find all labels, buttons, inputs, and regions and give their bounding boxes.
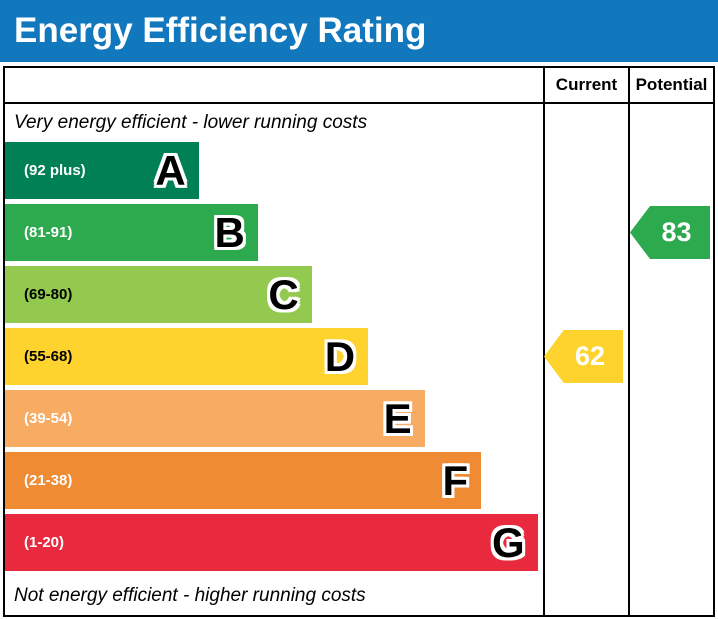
band-range-e: (39-54) (24, 410, 73, 427)
band-letter-d: D (324, 332, 356, 380)
band-letter-a: A (155, 146, 186, 194)
band-letter-f: F (442, 456, 469, 504)
band-bar-g: (1-20) G (5, 514, 538, 571)
band-letter-e: E (383, 394, 412, 442)
band-range-d: (55-68) (24, 348, 73, 365)
band-bar-c: (69-80) C (5, 266, 312, 323)
chart-header-row: Current Potential (5, 68, 713, 104)
band-slot-c: (69-80) C (5, 266, 543, 328)
band-bar-e: (39-54) E (5, 390, 425, 447)
current-rating-arrow: 62 (544, 330, 623, 383)
chart-body: Very energy efficient - lower running co… (5, 104, 713, 615)
band-bar-a: (92 plus) A (5, 142, 199, 199)
page-title: Energy Efficiency Rating (14, 11, 427, 50)
potential-rating-value: 83 (661, 217, 692, 247)
header-spacer (5, 68, 543, 102)
potential-column-header: Potential (628, 68, 713, 102)
band-letter-g: G (491, 518, 525, 566)
band-bar-f: (21-38) F (5, 452, 482, 509)
band-range-f: (21-38) (24, 472, 73, 489)
band-range-c: (69-80) (24, 286, 73, 303)
bottom-note: Not energy efficient - higher running co… (14, 584, 366, 606)
current-column (543, 104, 628, 615)
bands-area: Very energy efficient - lower running co… (5, 104, 543, 615)
potential-column (628, 104, 713, 615)
band-slot-d: (55-68) D (5, 328, 543, 390)
epc-chart: Current Potential Very energy efficient … (3, 66, 715, 617)
band-range-a: (92 plus) (24, 162, 86, 179)
band-slot-a: (92 plus) A (5, 142, 543, 204)
band-range-g: (1-20) (24, 534, 65, 551)
band-letter-c: C (268, 270, 299, 318)
title-bar: Energy Efficiency Rating (0, 0, 718, 62)
band-slot-e: (39-54) E (5, 390, 543, 452)
band-bar-d: (55-68) D (5, 328, 369, 385)
band-slot-f: (21-38) F (5, 452, 543, 514)
band-letter-b: B (214, 208, 245, 256)
band-slot-g: (1-20) G (5, 514, 543, 576)
band-range-b: (81-91) (24, 224, 73, 241)
band-slot-b: (81-91) B (5, 204, 543, 266)
band-bar-b: (81-91) B (5, 204, 258, 261)
current-rating-value: 62 (574, 341, 606, 371)
top-note: Very energy efficient - lower running co… (14, 112, 368, 133)
current-column-header: Current (543, 68, 628, 102)
